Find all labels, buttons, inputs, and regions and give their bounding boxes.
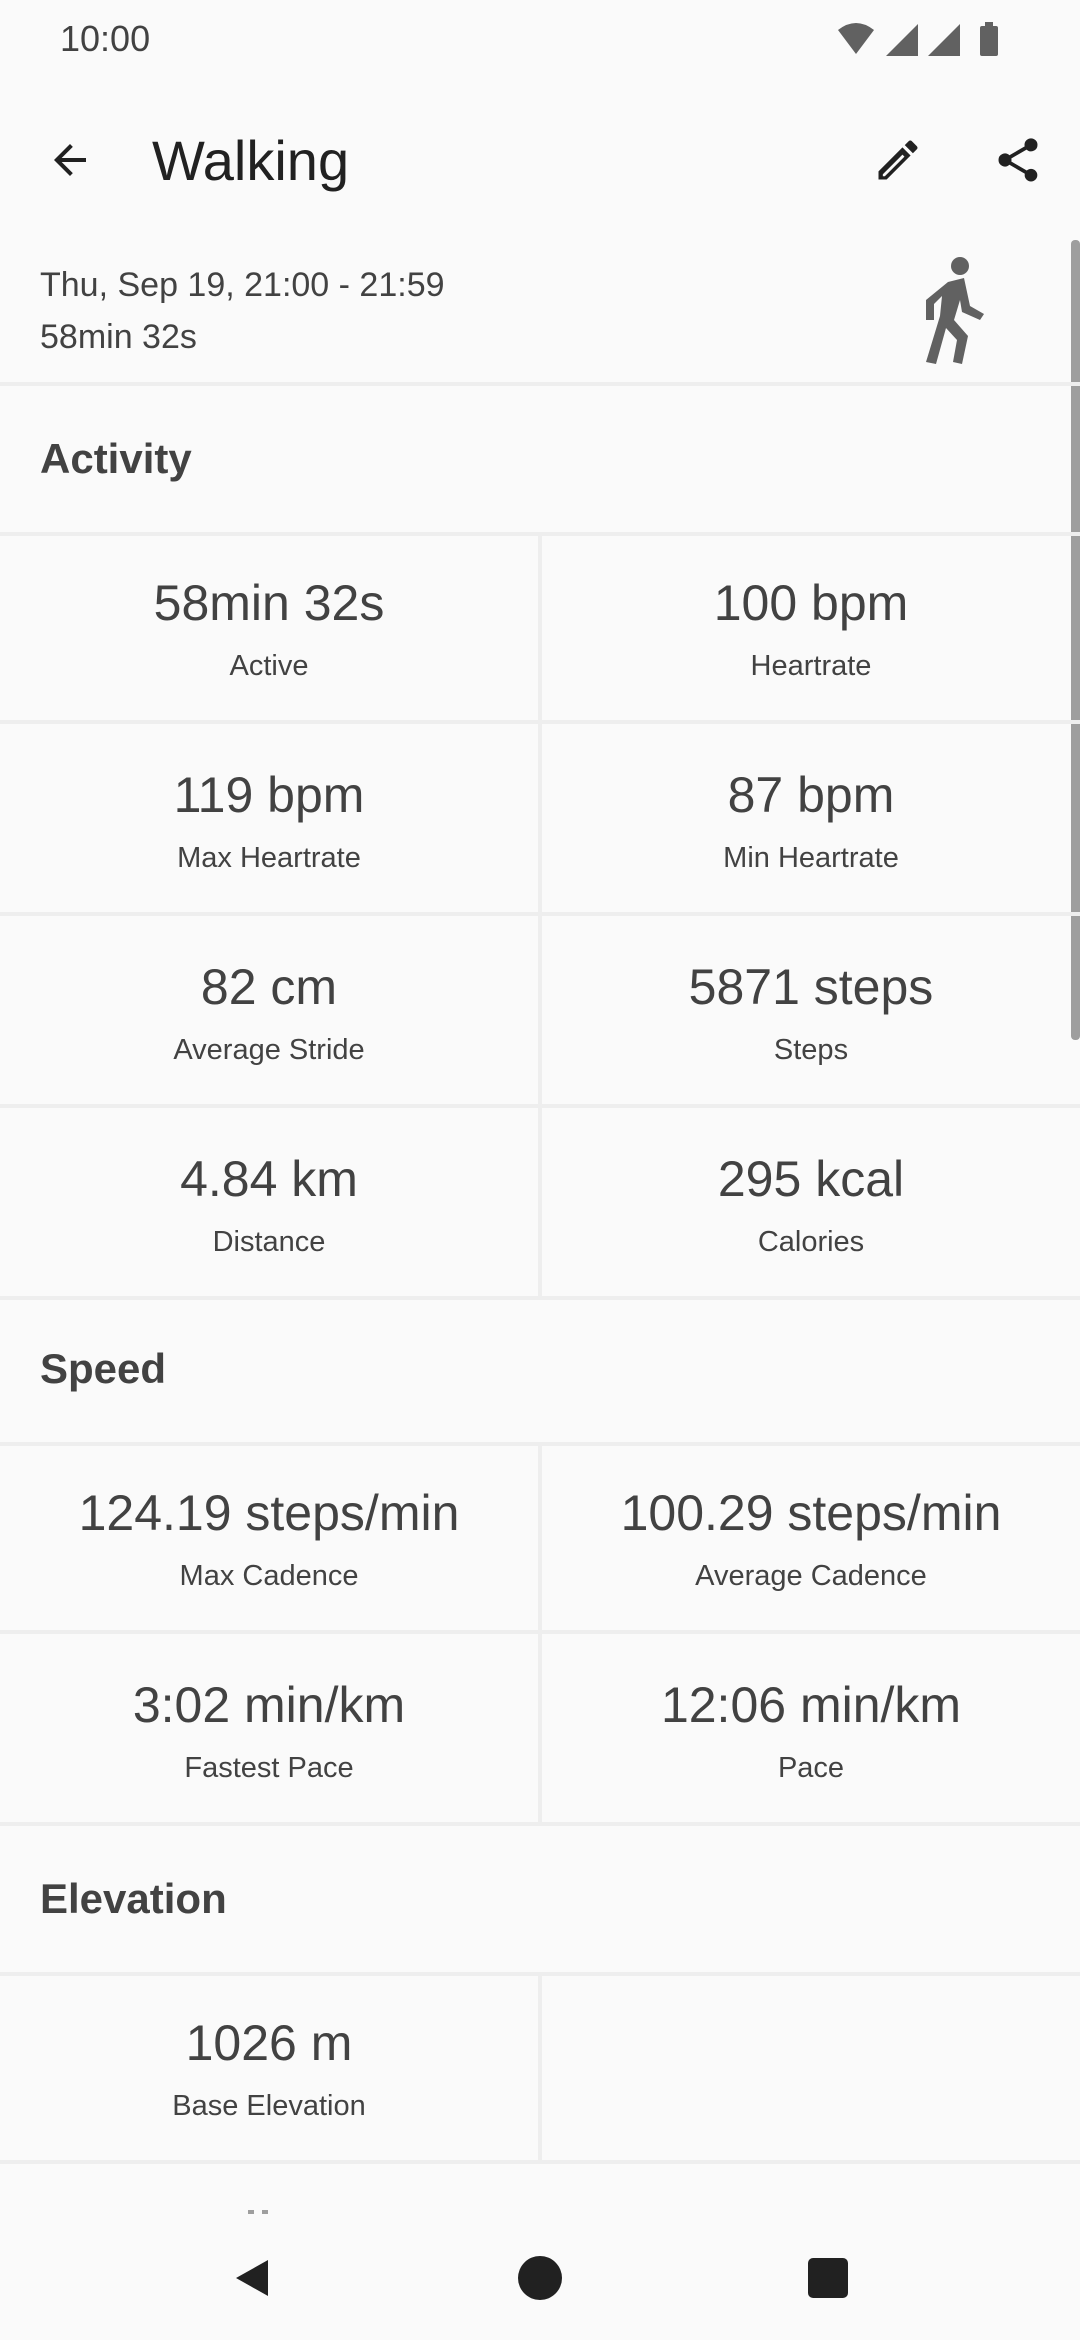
stat-label: Average Cadence [695, 1560, 927, 1592]
signal-icon [928, 24, 960, 56]
section-activity: Activity [0, 386, 1080, 536]
stat-label: Max Heartrate [177, 842, 361, 874]
stat-label: Heartrate [750, 650, 872, 682]
edit-button[interactable] [858, 120, 938, 200]
navigation-bar [0, 2220, 1080, 2340]
duration: 58min 32s [40, 318, 197, 356]
stat-label: Distance [212, 1226, 326, 1258]
stat-label: Min Heartrate [723, 842, 899, 874]
stat-label: Average Stride [173, 1034, 365, 1066]
stat-value: 82 cm [200, 959, 338, 1015]
wifi-icon [838, 23, 874, 54]
stat-base-elevation: 1026 m Base Elevation [0, 1972, 542, 2164]
stat-value: 12:06 min/km [660, 1677, 962, 1733]
share-icon [998, 138, 1038, 182]
stat-label: Fastest Pace [184, 1752, 354, 1784]
arrow-back-icon [54, 144, 86, 176]
stat-label: Base Elevation [172, 2090, 366, 2122]
activity-summary: Thu, Sep 19, 21:00 - 21:59 58min 32s [0, 240, 1080, 386]
stat-min-heartrate: 87 bpm Min Heartrate [542, 724, 1080, 916]
stat-value: 4.84 km [180, 1151, 358, 1207]
date-range: Thu, Sep 19, 21:00 - 21:59 [40, 266, 445, 304]
app-bar: Walking [0, 80, 1080, 240]
nav-recents-icon [808, 2258, 848, 2298]
battery-icon [980, 22, 998, 56]
stat-pace: 12:06 min/km Pace [542, 1634, 1080, 1826]
stat-value: 100 bpm [713, 575, 909, 631]
stat-value: 87 bpm [727, 767, 895, 823]
stat-active: 58min 32s Active [0, 532, 542, 724]
walking-person-icon [926, 257, 984, 364]
stat-label: Pace [777, 1752, 845, 1784]
status-icons [838, 22, 998, 56]
section-elevation: Elevation [0, 1826, 1080, 1976]
nav-home-icon [518, 2256, 562, 2300]
section-speed: Speed [0, 1296, 1080, 1446]
stat-label: Active [229, 650, 309, 682]
stat-average-cadence: 100.29 steps/min Average Cadence [542, 1442, 1080, 1634]
pencil-icon [878, 140, 918, 180]
stat-value: 124.19 steps/min [78, 1485, 460, 1541]
page-title: Walking [152, 129, 350, 192]
nav-back-icon [236, 2260, 268, 2296]
nav-recents-button[interactable] [788, 2238, 868, 2318]
cutoff-text [248, 2210, 268, 2214]
stat-value: 58min 32s [153, 575, 385, 631]
stat-heartrate: 100 bpm Heartrate [542, 532, 1080, 724]
stat-average-stride: 82 cm Average Stride [0, 916, 542, 1108]
back-button[interactable] [30, 120, 110, 200]
nav-home-button[interactable] [500, 2238, 580, 2318]
stat-value: 295 kcal [717, 1151, 905, 1207]
stat-label: Max Cadence [179, 1560, 359, 1592]
share-button[interactable] [978, 120, 1058, 200]
stat-value: 1026 m [185, 2015, 353, 2071]
stat-calories: 295 kcal Calories [542, 1108, 1080, 1300]
stat-max-heartrate: 119 bpm Max Heartrate [0, 724, 542, 916]
signal-icon [886, 24, 918, 56]
stat-fastest-pace: 3:02 min/km Fastest Pace [0, 1634, 542, 1826]
stat-label: Steps [773, 1034, 849, 1066]
stat-value: 3:02 min/km [132, 1677, 406, 1733]
section-title: Speed [40, 1345, 167, 1392]
stat-steps: 5871 steps Steps [542, 916, 1080, 1108]
stat-value: 5871 steps [688, 959, 934, 1015]
stat-label: Calories [757, 1226, 865, 1258]
stat-distance: 4.84 km Distance [0, 1108, 542, 1300]
section-title: Activity [40, 435, 192, 482]
scrollbar[interactable] [1071, 240, 1080, 1040]
nav-back-button[interactable] [212, 2238, 292, 2318]
section-title: Elevation [40, 1875, 227, 1922]
stat-value: 100.29 steps/min [620, 1485, 1002, 1541]
stat-empty [542, 1972, 1080, 2164]
status-time: 10:00 [60, 18, 151, 59]
status-bar: 10:00 [0, 0, 1080, 80]
stat-max-cadence: 124.19 steps/min Max Cadence [0, 1442, 542, 1634]
stat-value: 119 bpm [173, 767, 365, 823]
